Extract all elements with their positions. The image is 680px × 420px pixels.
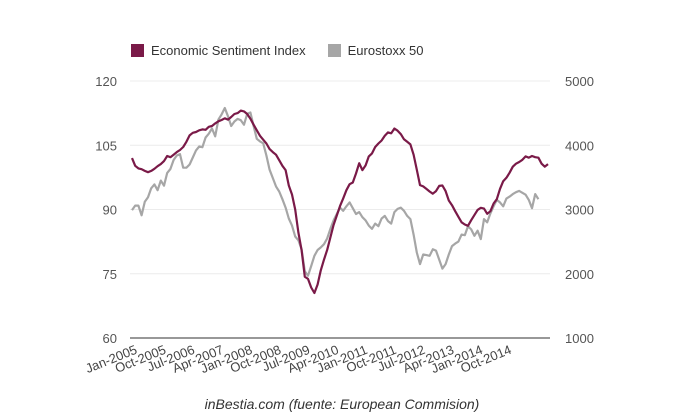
- right-y-axis: 1000 2000 3000 4000 5000: [565, 74, 594, 346]
- legend-label-eurostoxx: Eurostoxx 50: [347, 43, 424, 58]
- legend-item-esi[interactable]: Economic Sentiment Index: [131, 43, 306, 58]
- left-y-tick-label: 105: [95, 138, 117, 153]
- series-group: [130, 106, 549, 295]
- legend-swatch-eurostoxx: [327, 44, 341, 57]
- left-y-tick-label: 90: [103, 203, 117, 218]
- right-y-tick-label: 3000: [565, 203, 594, 218]
- left-y-axis: 60 75 90 105 120: [95, 74, 117, 346]
- legend-item-eurostoxx[interactable]: Eurostoxx 50: [327, 43, 424, 58]
- left-y-tick-label: 75: [103, 267, 117, 282]
- right-y-tick-label: 2000: [565, 267, 594, 282]
- left-y-tick-label: 60: [103, 331, 117, 346]
- legend: Economic Sentiment Index Eurostoxx 50: [131, 43, 446, 58]
- source-caption: inBestia.com (fuente: European Commision…: [0, 396, 680, 412]
- right-y-tick-label: 1000: [565, 331, 594, 346]
- right-y-tick-label: 4000: [565, 138, 594, 153]
- source-caption-text: inBestia.com (fuente: European Commision…: [204, 396, 480, 412]
- left-y-tick-label: 120: [95, 74, 117, 89]
- legend-swatch-esi: [131, 44, 144, 57]
- legend-label-esi: Economic Sentiment Index: [151, 43, 306, 58]
- right-y-tick-label: 5000: [565, 74, 594, 89]
- gridlines: [130, 80, 550, 275]
- series-line-economic-sentiment-index: [130, 109, 549, 295]
- x-axis: Jan-2005Oct-2005Jul-2006Apr-2007Jan-2008…: [83, 337, 550, 376]
